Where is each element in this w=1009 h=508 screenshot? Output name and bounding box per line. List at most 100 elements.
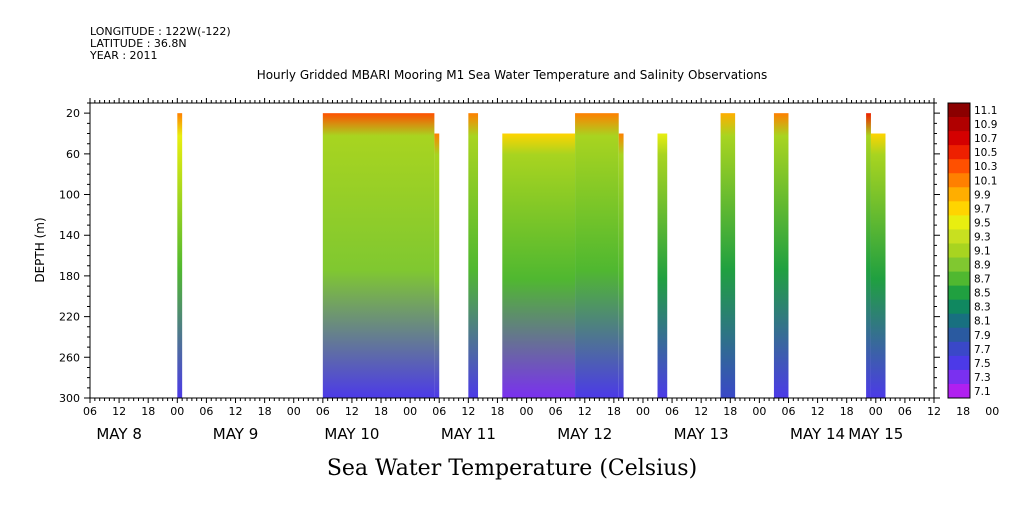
colorbar-swatch <box>948 117 970 132</box>
colorbar-label: 9.9 <box>974 189 991 201</box>
hour-tick-label: 06 <box>781 405 795 418</box>
hour-tick-label: 00 <box>636 405 650 418</box>
hour-tick-label: 12 <box>229 405 243 418</box>
data-segment <box>618 133 624 398</box>
colorbar-swatch <box>948 383 970 399</box>
colorbar-swatch <box>948 257 970 272</box>
colorbar-swatch <box>948 327 970 343</box>
data-segment <box>575 113 619 398</box>
colorbar-label: 8.1 <box>974 316 991 328</box>
hour-tick-label: 18 <box>490 405 504 418</box>
hour-tick-label: 06 <box>549 405 563 418</box>
y-tick-label: 220 <box>59 311 80 324</box>
hour-tick-label: 06 <box>199 405 213 418</box>
colorbar-label: 7.3 <box>974 372 991 384</box>
y-axis-label: DEPTH (m) <box>33 217 47 282</box>
plot-frame <box>84 98 940 403</box>
day-label: MAY 10 <box>324 425 379 443</box>
y-tick-label: 260 <box>59 351 80 364</box>
chart-title: Hourly Gridded MBARI Mooring M1 Sea Wate… <box>257 68 768 82</box>
colorbar-swatch <box>948 131 970 146</box>
hour-tick-label: 12 <box>927 405 941 418</box>
data-segment <box>502 133 551 398</box>
data-segment <box>322 113 435 398</box>
axis-ticks <box>84 98 940 403</box>
colorbar-label: 9.5 <box>974 217 991 229</box>
colorbar-swatch <box>948 187 970 202</box>
colorbar-swatch <box>948 173 970 188</box>
colorbar-label: 8.3 <box>974 302 991 314</box>
hour-tick-label: 00 <box>287 405 301 418</box>
hour-tick-label: 00 <box>752 405 766 418</box>
colorbar-label: 10.5 <box>974 147 997 159</box>
hour-tick-label: 06 <box>665 405 679 418</box>
hour-tick-label: 00 <box>403 405 417 418</box>
hour-tick-label: 00 <box>985 405 999 418</box>
day-label: MAY 9 <box>213 425 259 443</box>
colorbar-label: 7.9 <box>974 330 991 342</box>
y-tick-label: 140 <box>59 229 80 242</box>
colorbar-swatch <box>948 285 970 301</box>
colorbar-border <box>947 102 971 399</box>
day-label: MAY 12 <box>557 425 612 443</box>
hour-tick-label: 12 <box>345 405 359 418</box>
hour-tick-label: 12 <box>694 405 708 418</box>
colorbar-swatch <box>948 299 970 315</box>
hour-tick-label: 06 <box>83 405 97 418</box>
day-label: MAY 8 <box>96 425 142 443</box>
colorbar-label: 9.3 <box>974 231 991 243</box>
colorbar-label: 10.1 <box>974 175 997 187</box>
colorbar-swatch <box>948 355 970 371</box>
colorbar-swatch <box>948 215 970 230</box>
hour-tick-label: 18 <box>956 405 970 418</box>
hour-tick-label: 00 <box>170 405 184 418</box>
day-label: MAY 11 <box>441 425 496 443</box>
colorbar-label: 10.7 <box>974 133 997 145</box>
data-segment <box>720 113 736 398</box>
hour-tick-label: 06 <box>432 405 446 418</box>
day-labels: MAY 8 MAY 9 MAY 10 MAY 11 MAY 12 MAY 13 MAY 14… <box>96 425 903 443</box>
y-tick-label: 60 <box>66 148 80 161</box>
hour-tick-labels: 06 12 18 00 06 12 18 00 06 12 18 00 06 12 18 00 06 12 18 00… <box>83 405 999 418</box>
data-segment <box>866 113 871 398</box>
data-segment <box>773 113 789 398</box>
y-tick-labels: 20 60 100 140 180 220 260 300 <box>59 107 80 405</box>
hour-tick-label: 18 <box>141 405 155 418</box>
colorbar-swatch <box>948 341 970 357</box>
hour-tick-label: 12 <box>461 405 475 418</box>
hour-tick-label: 18 <box>374 405 388 418</box>
data-segments <box>177 112 886 398</box>
colorbar-label: 7.1 <box>974 386 991 398</box>
hour-tick-label: 12 <box>811 405 825 418</box>
y-tick-label: 20 <box>66 107 80 120</box>
colorbar-swatch <box>948 201 970 216</box>
data-segment <box>657 133 668 398</box>
data-segment <box>177 113 183 398</box>
data-segment <box>870 133 886 398</box>
colorbar-label: 9.1 <box>974 246 991 258</box>
data-segment <box>468 113 479 398</box>
colorbar-label: 11.1 <box>974 105 997 117</box>
colorbar-swatch <box>948 369 970 385</box>
colorbar-swatch <box>948 159 970 174</box>
colorbar-label: 7.5 <box>974 358 991 370</box>
y-tick-label: 300 <box>59 392 80 405</box>
colorbar-swatch <box>948 229 970 244</box>
colorbar-label: 8.5 <box>974 288 991 300</box>
hour-tick-label: 06 <box>898 405 912 418</box>
day-label: MAY 15 <box>848 425 903 443</box>
hour-tick-label: 00 <box>520 405 534 418</box>
colorbar-swatch <box>948 103 970 118</box>
colorbar-label: 8.9 <box>974 260 991 272</box>
hour-tick-label: 06 <box>316 405 330 418</box>
colorbar: 11.1 10.9 10.7 10.5 10.3 10.1 9.9 9.7 9.5 9.3 9.1 8… <box>947 102 997 399</box>
hour-tick-label: 12 <box>112 405 126 418</box>
colorbar-label: 10.3 <box>974 161 997 173</box>
data-gap <box>516 112 527 126</box>
latitude-label: LATITUDE : 36.8N <box>90 37 187 50</box>
colorbar-label: 10.9 <box>974 119 997 131</box>
colorbar-label: 7.7 <box>974 344 991 356</box>
y-tick-label: 180 <box>59 270 80 283</box>
hour-tick-label: 12 <box>578 405 592 418</box>
